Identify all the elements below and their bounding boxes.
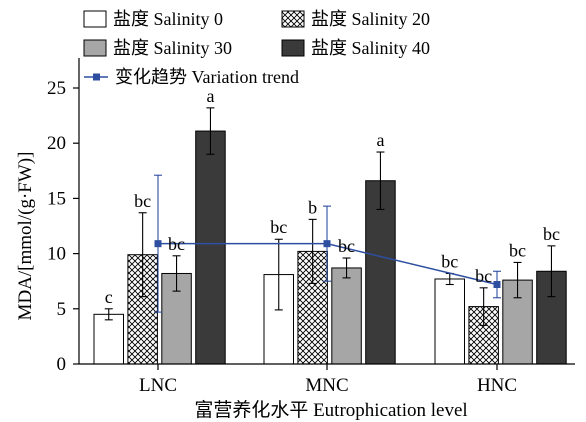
error-bars-layer [104,107,556,326]
y-tick-label: 15 [47,188,66,209]
trend-layer [154,174,501,313]
x-tick-label-lnc: LNC [139,375,177,396]
y-tick-label: 10 [47,244,66,265]
significance-label: bc [441,251,458,271]
legend-swatch-salinity-30 [83,39,107,57]
legend-label-salinity-30: 盐度 Salinity 30 [113,38,232,58]
trend-point-mnc [323,240,331,248]
significance-label: bc [168,234,185,254]
legend-swatch-salinity-0 [83,10,107,28]
legend-label-salinity-40: 盐度 Salinity 40 [311,38,430,58]
significance-label: bc [134,191,151,211]
significance-label: bc [509,240,526,260]
significance-label: bc [338,236,355,256]
y-tick-label: 0 [57,354,67,375]
significance-label: c [105,287,113,307]
y-tick-label: 20 [47,133,66,154]
legend-trend-marker [93,73,100,81]
x-axis-title: 富营养化水平 Eutrophication level [194,399,467,421]
legend-label-salinity-20: 盐度 Salinity 20 [311,9,430,29]
significance-label: a [206,86,214,106]
bar-hnc-series-0 [434,278,465,365]
bars-layer [93,130,567,365]
significance-label: b [308,197,317,217]
legend-label-salinity-0: 盐度 Salinity 0 [113,9,223,29]
x-tick-label-hnc: HNC [477,375,517,396]
trend-point-hnc [493,281,501,289]
y-tick-label: 25 [47,78,66,99]
significance-label: a [376,130,384,150]
bar-mnc-series-2 [331,267,362,365]
significance-label: bc [475,266,492,286]
legend-label-trend: 变化趋势 Variation trend [115,67,299,87]
x-ticks: LNC MNC HNC [139,364,517,396]
trend-point-lnc [154,240,162,248]
bar-lnc-series-0 [93,313,124,365]
x-tick-label-mnc: MNC [305,375,348,396]
legend-swatch-salinity-20 [281,10,305,28]
y-ticks: 0 5 10 15 20 25 [47,78,79,375]
y-tick-label: 5 [57,299,67,320]
significance-label: bc [543,224,560,244]
bar-lnc-series-3 [195,130,226,365]
significance-label: bc [270,217,287,237]
legend: 盐度 Salinity 0 盐度 Salinity 20 盐度 Salinity… [83,9,430,87]
bar-mnc-series-3 [365,180,396,365]
y-axis-title: MDA/[mmol/(g·FW)] [15,152,36,321]
legend-swatch-salinity-40 [281,39,305,57]
